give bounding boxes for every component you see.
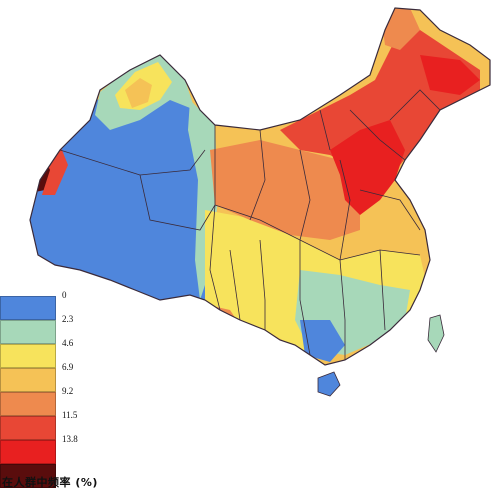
region-blue-south bbox=[300, 320, 345, 362]
island-taiwan bbox=[427, 314, 445, 353]
legend-swatch bbox=[0, 416, 56, 440]
legend-label: 6.9 bbox=[62, 362, 74, 372]
province-borders bbox=[59, 89, 441, 360]
legend-swatch bbox=[0, 320, 56, 344]
legend-swatch bbox=[0, 368, 56, 392]
legend-swatch bbox=[0, 464, 56, 488]
island-hainan bbox=[317, 371, 341, 397]
country-border bbox=[29, 7, 491, 366]
legend-item: 0 bbox=[0, 290, 120, 320]
legend-item: 9.2 bbox=[0, 386, 120, 416]
legend-swatch bbox=[0, 392, 56, 416]
legend-label: 9.2 bbox=[62, 386, 74, 396]
legend-label: 2.3 bbox=[62, 314, 74, 324]
region-orange-central bbox=[210, 140, 360, 240]
legend-item bbox=[0, 464, 120, 488]
legend-swatch bbox=[0, 296, 56, 320]
legend-label: 11.5 bbox=[62, 410, 78, 420]
legend-item: 11.5 bbox=[0, 410, 120, 440]
legend-swatch bbox=[0, 344, 56, 368]
region-red-core bbox=[330, 120, 405, 215]
legend-label: 13.8 bbox=[62, 434, 78, 444]
legend-item: 4.6 bbox=[0, 338, 120, 368]
legend-swatch bbox=[0, 440, 56, 464]
legend-item: 2.3 bbox=[0, 314, 120, 344]
legend-item: 6.9 bbox=[0, 362, 120, 392]
legend-item: 13.8 bbox=[0, 434, 120, 464]
legend-label: 0 bbox=[62, 290, 67, 300]
legend: 0 2.3 4.6 6.9 9.2 11.5 13.8 bbox=[0, 290, 120, 488]
region-red-highland bbox=[420, 55, 480, 95]
region-orange-north bbox=[125, 78, 152, 108]
legend-caption: 在人群中频率 (%) bbox=[2, 476, 98, 489]
legend-label: 4.6 bbox=[62, 338, 74, 348]
